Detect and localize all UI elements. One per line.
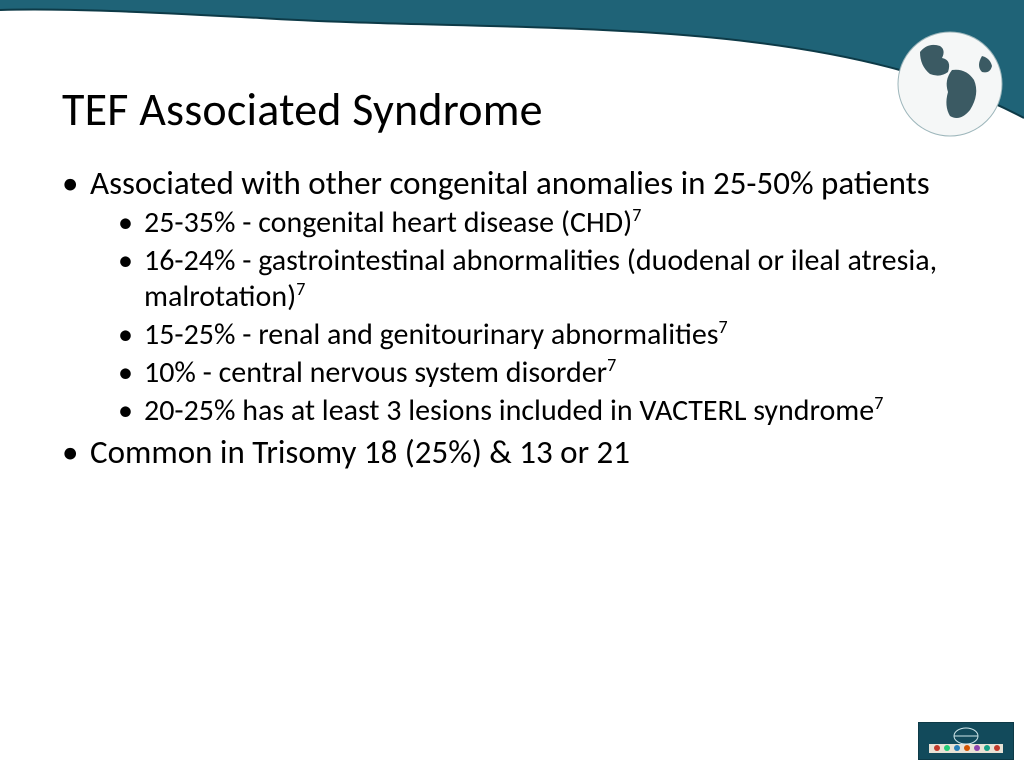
citation-sup: 7 (607, 354, 616, 376)
citation-sup: 7 (719, 316, 728, 338)
bullet-text: Associated with other congenital anomali… (90, 163, 930, 203)
bullet-lvl2: 16-24% - gastrointestinal abnormalities … (118, 243, 962, 315)
footer-logo (918, 722, 1014, 760)
slide-title: TEF Associated Syndrome (62, 82, 543, 138)
bullet-lvl2: 15-25% - renal and genitourinary abnorma… (118, 317, 962, 353)
bullet-text: Common in Trisomy 18 (25%) & 13 or 21 (90, 432, 630, 472)
bullet-list-lvl2: 25-35% - congenital heart disease (CHD)7… (118, 205, 962, 429)
bullet-text: 16-24% - gastrointestinal abnormalities … (144, 242, 937, 315)
citation-sup: 7 (874, 392, 883, 414)
bullet-lvl1: Associated with other congenital anomali… (62, 164, 962, 429)
bullet-lvl2: 10% - central nervous system disorder7 (118, 355, 962, 391)
bullet-text: 15-25% - renal and genitourinary abnorma… (144, 316, 719, 353)
slide: TEF Associated Syndrome Associated with … (0, 0, 1024, 768)
bullet-text: 25-35% - congenital heart disease (CHD) (144, 204, 632, 241)
footer-logo-icon (923, 726, 1009, 756)
bullet-lvl1: Common in Trisomy 18 (25%) & 13 or 21 (62, 433, 962, 472)
slide-content: Associated with other congenital anomali… (62, 164, 962, 476)
citation-sup: 7 (296, 278, 305, 300)
bullet-lvl2: 25-35% - congenital heart disease (CHD)7 (118, 205, 962, 241)
bullet-lvl2: 20-25% has at least 3 lesions included i… (118, 393, 962, 429)
citation-sup: 7 (632, 204, 641, 226)
bullet-text: 10% - central nervous system disorder (144, 354, 607, 391)
globe-icon (890, 18, 1010, 138)
bullet-list-lvl1: Associated with other congenital anomali… (62, 164, 962, 472)
bullet-text: 20-25% has at least 3 lesions included i… (144, 392, 874, 429)
